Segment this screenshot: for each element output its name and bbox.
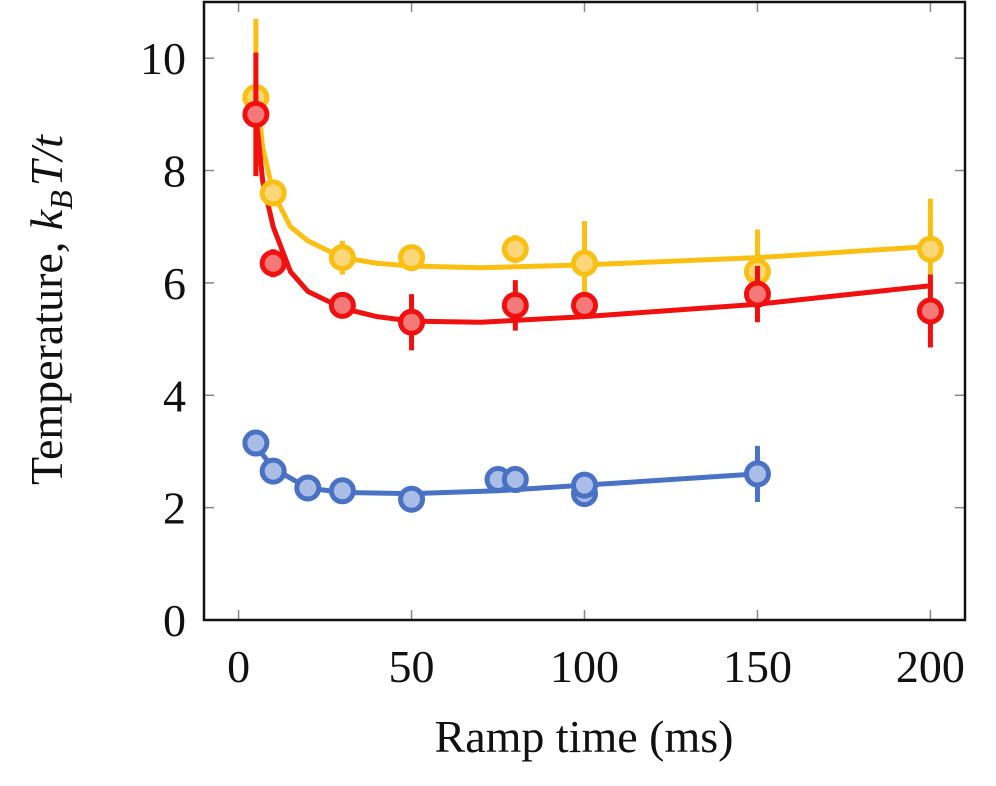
data-point: [571, 249, 598, 277]
x-tick-label: 0: [227, 641, 250, 692]
y-tick-label: 2: [163, 483, 186, 534]
y-tick-label: 4: [163, 370, 186, 421]
data-point: [328, 244, 356, 272]
plot-frame: [202, 0, 967, 622]
data-point: [294, 474, 322, 502]
y-tick-label: 8: [163, 146, 186, 197]
y-tick-label: 0: [163, 595, 186, 646]
fit-line: [253, 85, 931, 271]
y-label-math: k: [21, 208, 72, 230]
fit-line: [253, 114, 931, 325]
data-point: [501, 235, 529, 263]
data-point: [242, 429, 270, 457]
data-point: [259, 249, 287, 277]
x-tick-label: 50: [389, 641, 435, 692]
data-point: [398, 485, 426, 513]
y-label-math: T/t: [21, 134, 72, 186]
y-label-sub: B: [43, 190, 79, 210]
data-point: [501, 466, 529, 494]
data-point: [916, 297, 944, 325]
data-point: [743, 460, 771, 488]
data-point: [743, 280, 771, 308]
data-point: [259, 457, 287, 485]
x-tick-label: 200: [896, 641, 965, 692]
data-point: [259, 179, 287, 207]
data-point: [398, 244, 426, 272]
data-point: [501, 291, 529, 319]
data-point: [398, 308, 426, 336]
y-tick-label: 6: [163, 258, 186, 309]
data-point: [571, 471, 598, 499]
data-point: [242, 100, 270, 128]
data-point: [916, 235, 944, 263]
x-tick-label: 100: [550, 641, 619, 692]
data-point: [571, 291, 598, 319]
data-point: [328, 291, 356, 319]
y-axis-label: Temperature, kB T/t: [21, 134, 79, 485]
data-point: [328, 477, 356, 505]
y-tick-label: 10: [140, 33, 186, 84]
x-axis-label: Ramp time (ms): [435, 711, 734, 762]
y-label-text: Temperature,: [21, 230, 72, 485]
x-tick-label: 150: [723, 641, 792, 692]
